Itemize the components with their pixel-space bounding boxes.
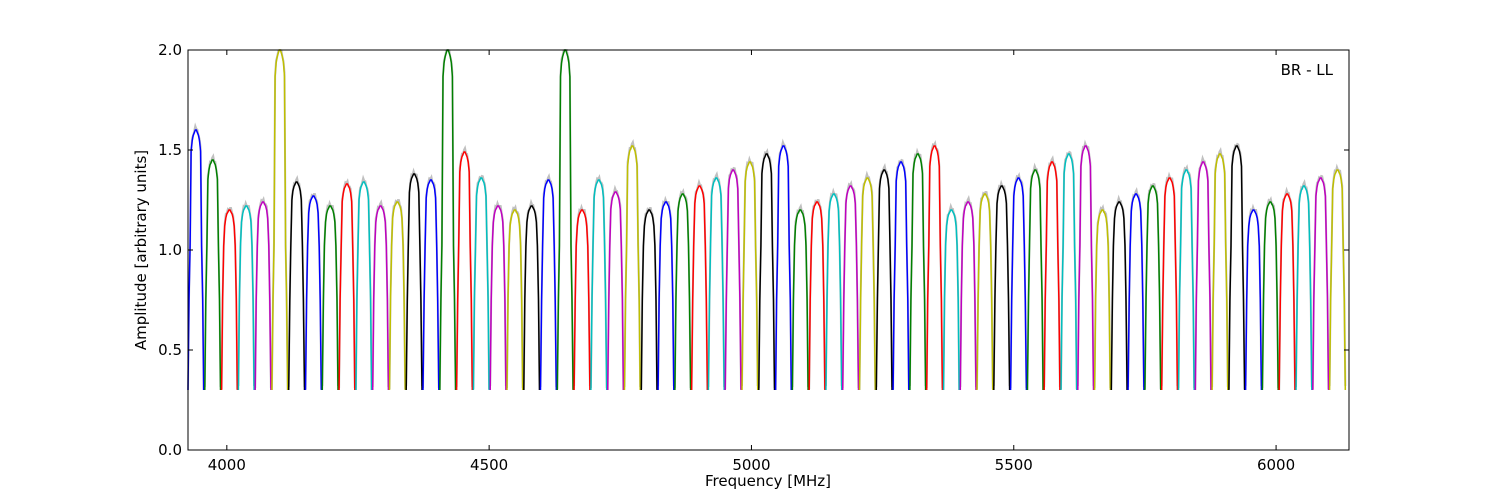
channel-series-line [1211,153,1229,391]
x-tick-label: 4500 [470,456,508,474]
channel-series-line [472,177,490,391]
channel-series-line [1194,161,1212,391]
channel-series-line [758,153,776,391]
channel-series-line [590,179,608,391]
channel-series-line [892,161,910,391]
channel-series-line [1060,153,1078,391]
channel-series-line [791,209,809,391]
channel-series-line [1110,201,1128,391]
y-axis: 0.0 0.5 1.0 1.5 2.0 [158,41,1349,459]
channel-series-line [1093,209,1112,391]
chart-annotation: BR - LL [1281,61,1334,79]
channel-series-line [1261,201,1279,391]
channel-series-line [707,177,725,391]
channel-series-line [875,169,893,391]
y-axis-label: Amplitude [arbitrary units] [132,150,150,350]
channel-series-line [523,205,541,391]
channel-series-line [506,209,524,391]
channel-series-line [371,205,390,391]
channel-series-line [909,153,927,391]
channel-series-line [321,205,339,391]
channel-series-line [338,183,356,391]
channel-series-line [388,201,406,391]
channel-series-line [355,181,373,391]
channel-series-line [925,145,944,391]
channel-series-line [1144,185,1162,391]
channel-series-line [1244,209,1263,391]
plot-area [188,50,1349,450]
channel-series-line [1026,169,1044,391]
channel-series-line [1312,177,1330,391]
y-tick-label: 2.0 [158,41,182,59]
x-axis: 4000 4500 5000 5500 6000 [208,50,1295,474]
channel-series-line [287,181,306,391]
channel-series-line [1328,169,1347,391]
channel-series-line [724,169,742,391]
channel-series-line [1160,177,1179,391]
channel-series-line [254,201,272,391]
channel-series-line [1278,193,1296,391]
channel-series-line [690,185,709,391]
channel-series-line [1177,169,1195,391]
channel-series-line [1228,145,1246,391]
x-tick-label: 6000 [1257,456,1295,474]
channel-series-line [674,193,692,391]
series-layer [187,49,1347,391]
channel-series-line [993,185,1011,391]
channel-series-line [1043,161,1061,391]
x-axis-label: Frequency [MHz] [705,472,831,490]
channel-series-line [606,191,625,391]
channel-series-line [623,145,641,391]
channel-series-line [422,179,440,391]
channel-series-line [741,161,759,391]
channel-series-line [220,209,239,391]
x-tick-label: 5000 [732,456,770,474]
x-tick-label: 4000 [208,456,246,474]
y-tick-label: 0.0 [158,441,182,459]
channel-series-line [1127,193,1145,391]
channel-series-line [573,209,591,391]
channel-series-line [959,201,977,391]
channel-series-line [841,185,860,391]
channel-series-line [1295,185,1313,391]
channel-series-line [237,205,255,391]
channel-series-line [539,179,558,391]
channel-series-line [640,209,658,391]
y-tick-label: 0.5 [158,341,182,359]
channel-series-line [657,201,675,391]
channel-series-line [858,177,877,391]
channel-series-line [825,193,843,391]
channel-series-line [774,145,793,391]
channel-series-line [187,129,205,391]
channel-series-line [405,173,423,391]
y-tick-label: 1.0 [158,241,182,259]
channel-series-line [489,205,507,391]
channel-series-line [204,159,222,391]
channel-series-line [1077,145,1095,391]
channel-series-line [455,151,474,391]
channel-series-line [942,209,960,391]
x-tick-label: 5500 [995,456,1033,474]
channel-series-line [976,193,994,391]
y-tick-label: 1.5 [158,141,182,159]
channel-series-line [1009,177,1028,391]
channel-series-line [808,201,826,391]
channel-series-line [304,195,323,391]
